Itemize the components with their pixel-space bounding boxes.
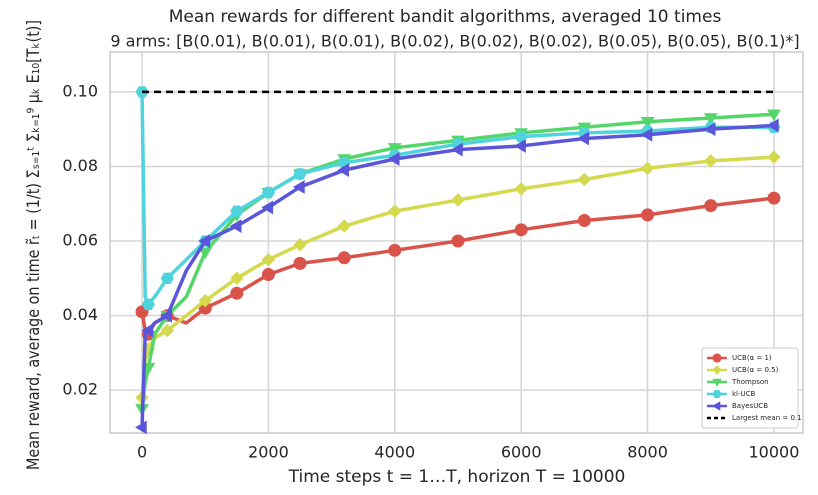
legend-marker xyxy=(712,378,722,387)
x-tick-label: 6000 xyxy=(501,443,542,462)
legend-marker xyxy=(712,365,722,375)
data-point xyxy=(160,308,173,323)
x-tick-label: 2000 xyxy=(248,443,289,462)
plot-frame xyxy=(109,51,804,434)
legend-label: Largest mean = 0.1 xyxy=(732,414,802,422)
data-point xyxy=(141,323,154,338)
data-point xyxy=(451,193,465,207)
data-point xyxy=(514,182,528,196)
data-point xyxy=(387,152,400,166)
data-point xyxy=(160,272,174,284)
data-point xyxy=(767,150,781,164)
data-point xyxy=(767,191,781,205)
data-point xyxy=(198,293,212,308)
chart-title: Mean rewards for different bandit algori… xyxy=(169,7,722,27)
data-point xyxy=(230,271,244,285)
data-point xyxy=(135,420,147,435)
data-point xyxy=(704,199,718,213)
data-point xyxy=(261,186,275,199)
x-tick-label: 4000 xyxy=(374,443,415,462)
data-point xyxy=(450,142,463,157)
y-tick-label: 0.10 xyxy=(62,81,98,100)
legend-label: kl-UCB xyxy=(732,390,756,398)
data-point xyxy=(703,122,716,137)
data-point xyxy=(229,219,242,233)
data-point xyxy=(577,131,590,146)
y-tick-label: 0.08 xyxy=(62,156,98,175)
chart-subtitle: 9 arms: [B(0.01), B(0.01), B(0.01), B(0.… xyxy=(110,32,799,51)
legend-label: BayesUCB xyxy=(732,402,768,410)
data-point xyxy=(451,234,465,248)
legend-marker xyxy=(712,401,721,411)
data-point xyxy=(261,200,274,215)
y-tick-label: 0.04 xyxy=(62,305,98,324)
legend-marker xyxy=(712,353,722,363)
data-point xyxy=(293,256,307,270)
data-point xyxy=(577,172,592,187)
data-point xyxy=(640,161,655,176)
data-point xyxy=(337,251,351,265)
data-point xyxy=(767,109,781,122)
data-point xyxy=(293,238,307,252)
legend-label: UCB(α = 0.5) xyxy=(732,366,779,374)
data-point xyxy=(293,168,307,180)
x-tick-label: 0 xyxy=(137,443,147,462)
data-point xyxy=(230,205,244,217)
data-point xyxy=(641,208,655,222)
data-point xyxy=(337,219,351,233)
x-tick-label: 8000 xyxy=(627,443,668,462)
data-point xyxy=(514,139,526,153)
y-axis-label: Mean reward, average on time r̃ₜ = (1/t)… xyxy=(24,20,44,470)
data-point xyxy=(230,286,244,300)
data-point xyxy=(293,180,305,194)
legend-marker xyxy=(712,390,722,398)
data-point xyxy=(160,323,175,338)
data-point xyxy=(261,268,275,282)
data-point xyxy=(337,163,349,178)
data-point xyxy=(387,143,402,155)
data-point xyxy=(388,243,402,257)
series-line xyxy=(140,112,775,409)
data-point xyxy=(640,117,655,129)
data-point xyxy=(198,247,213,260)
x-axis-label: Time steps t = 1…T, horizon T = 10000 xyxy=(288,467,626,487)
data-point xyxy=(261,252,276,267)
data-point xyxy=(514,223,528,237)
x-tick-label: 10000 xyxy=(748,443,799,462)
data-point xyxy=(388,204,402,218)
series-line xyxy=(140,123,775,428)
legend-label: UCB(α = 1) xyxy=(732,354,772,362)
data-point xyxy=(141,298,155,311)
data-point xyxy=(577,214,591,228)
data-point xyxy=(703,113,718,125)
data-point xyxy=(704,154,718,168)
data-point xyxy=(198,234,210,248)
series-line xyxy=(140,91,774,307)
legend-label: Thompson xyxy=(731,378,769,386)
y-tick-label: 0.06 xyxy=(62,231,98,250)
data-point xyxy=(640,127,653,142)
y-tick-label: 0.02 xyxy=(62,380,98,399)
legend-box xyxy=(701,347,799,429)
data-point xyxy=(766,118,779,133)
